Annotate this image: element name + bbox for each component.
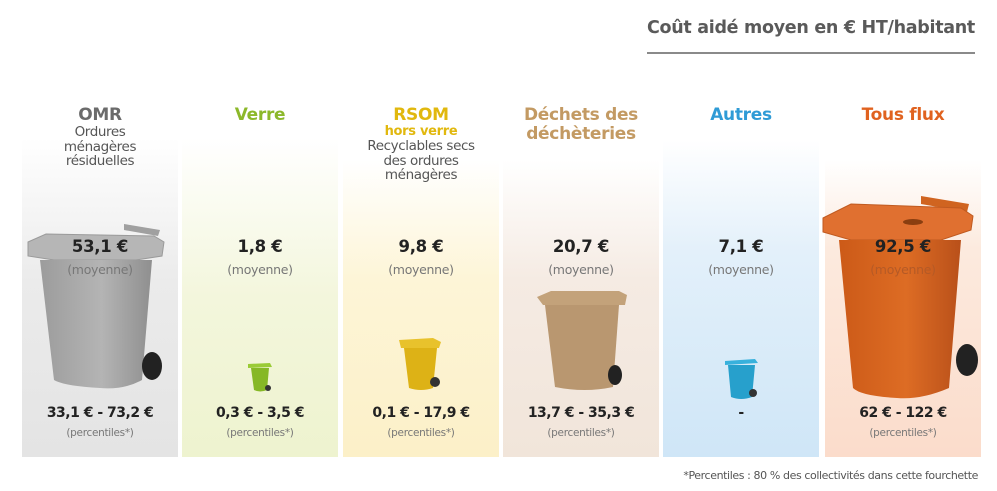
category-name: RSOM xyxy=(393,105,449,125)
mean-value: 53,1 € xyxy=(71,237,129,256)
waste-bin-icon xyxy=(27,224,165,389)
column-autres: Autres 7,1 € (moyenne) - xyxy=(663,100,819,457)
column-header: Déchets des déchèteries xyxy=(503,106,659,144)
column-header: Verre xyxy=(182,106,338,125)
waste-bin-icon xyxy=(399,338,441,390)
percentile-range: 0,3 € - 3,5 € xyxy=(216,405,304,421)
chart-title: Coût aidé moyen en € HT/habitant xyxy=(646,18,975,54)
column-omr: OMR Ordures ménagères résiduelles 53,1 €… xyxy=(22,100,178,457)
percentile-range: 0,1 € - 17,9 € xyxy=(372,405,470,421)
column-background xyxy=(663,140,819,457)
mean-label: (moyenne) xyxy=(388,262,454,277)
column-header: OMR Ordures ménagères résiduelles xyxy=(22,106,178,169)
mean-label: (moyenne) xyxy=(548,262,614,277)
column-decheteries: Déchets des déchèteries 20,7 € (moyenne)… xyxy=(503,100,659,457)
column-header: Tous flux xyxy=(825,106,981,125)
column-header: Autres xyxy=(663,106,819,125)
percentile-range: 62 € - 122 € xyxy=(859,405,947,421)
percentile-label: (percentiles*) xyxy=(387,427,455,439)
waste-bin-icon xyxy=(822,196,978,399)
column-rsom: RSOM hors verre Recyclables secs des ord… xyxy=(343,100,499,457)
category-name: Autres xyxy=(710,105,772,125)
category-description-line: Ordures xyxy=(74,124,126,140)
mean-label: (moyenne) xyxy=(708,262,774,277)
mean-label: (moyenne) xyxy=(67,262,133,277)
category-description-line: résiduelles xyxy=(65,153,135,169)
mean-label: (moyenne) xyxy=(227,262,293,277)
mean-value: 9,8 € xyxy=(398,237,444,256)
column-background xyxy=(182,138,338,457)
column-tous-flux: Tous flux 92,5 € (moyenne) 62 € - 122 € … xyxy=(822,100,981,457)
percentile-label: (percentiles*) xyxy=(66,427,134,439)
percentile-label: (percentiles*) xyxy=(869,427,937,439)
percentile-label: (percentiles*) xyxy=(226,427,294,439)
category-name: Déchets des déchèteries xyxy=(523,105,639,144)
category-description-line: ménagères xyxy=(384,167,458,183)
column-header: RSOM hors verre Recyclables secs des ord… xyxy=(343,106,499,183)
column-verre: Verre 1,8 € (moyenne) 0,3 € - 3,5 € (per… xyxy=(182,100,338,457)
mean-value: 20,7 € xyxy=(552,237,610,256)
waste-bin-icon xyxy=(725,359,758,399)
category-name: OMR xyxy=(78,105,122,125)
category-name: Verre xyxy=(234,105,286,125)
mean-label: (moyenne) xyxy=(870,262,936,277)
mean-value: 92,5 € xyxy=(874,237,932,256)
category-description-line: Recyclables secs xyxy=(367,138,475,154)
column-background xyxy=(343,160,499,457)
mean-value: 1,8 € xyxy=(237,237,283,256)
waste-bin-icon xyxy=(248,363,272,392)
mean-value: 7,1 € xyxy=(718,237,764,256)
percentile-label: (percentiles*) xyxy=(547,427,615,439)
waste-bin-icon xyxy=(537,291,627,390)
category-name: Tous flux xyxy=(861,105,945,125)
percentile-range: 13,7 € - 35,3 € xyxy=(527,405,635,421)
category-subtitle: hors verre xyxy=(384,124,458,139)
category-description-line: ménagères xyxy=(63,138,137,155)
footnote: *Percentiles : 80 % des collectivités da… xyxy=(683,469,978,482)
category-description-line: des ordures xyxy=(383,152,459,169)
percentile-range: - xyxy=(738,405,744,421)
percentile-range: 33,1 € - 73,2 € xyxy=(46,405,154,421)
